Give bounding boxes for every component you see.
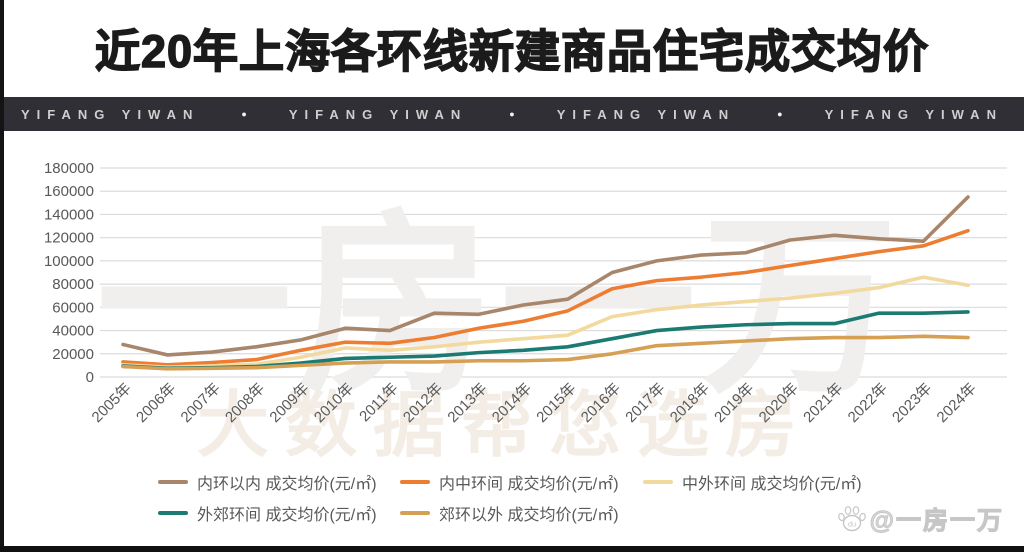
series-line-0 — [121, 195, 970, 357]
plot-watermark: 一房一万 — [96, 197, 904, 416]
bullet-separator-icon: ● — [509, 109, 515, 119]
legend-item-mid-outer-ring: 中外环间 成交均价(元/㎡) — [643, 471, 862, 493]
series-line-4 — [121, 334, 970, 371]
legend-label: 外郊环间 成交均价(元/㎡) — [197, 507, 377, 524]
legend-swatch-icon — [400, 480, 430, 484]
credit-handle: @一房一万 — [869, 507, 1004, 536]
y-axis-tick-label: 120000 — [44, 230, 94, 247]
y-axis-tick-label: 140000 — [44, 206, 94, 223]
x-axis-tick-label: 2024年 — [934, 380, 980, 426]
legend-swatch-icon — [158, 480, 188, 484]
series-line-2 — [121, 275, 970, 369]
svg-text:du: du — [847, 520, 855, 529]
legend-swatch-icon — [158, 511, 188, 515]
y-axis-tick-label: 40000 — [52, 323, 94, 340]
legend-swatch-icon — [400, 511, 430, 515]
legend-item-beyond-suburb-ring: 郊环以外 成交均价(元/㎡) — [400, 502, 619, 524]
brand-text: YIFANG YIWAN — [824, 106, 1003, 122]
y-axis-tick-label: 0 — [86, 369, 94, 386]
axis-watermark: 大数据帮您选房 — [197, 386, 813, 466]
legend-swatch-icon — [643, 480, 673, 484]
y-axis-tick-label: 60000 — [52, 299, 94, 316]
legend-label: 内中环间 成交均价(元/㎡) — [439, 476, 619, 493]
page-title: 近20年上海各环线新建商品住宅成交均价 — [94, 25, 930, 78]
brand-text: YIFANG YIWAN — [556, 106, 736, 122]
credit-watermark: du @一房一万 — [837, 501, 1004, 537]
y-axis-tick-label: 100000 — [44, 253, 94, 270]
legend-label: 郊环以外 成交均价(元/㎡) — [439, 507, 619, 524]
baidu-paw-icon: du — [837, 506, 866, 532]
legend-label: 中外环间 成交均价(元/㎡) — [682, 476, 862, 493]
legend-item-inner-ring: 内环以内 成交均价(元/㎡) — [158, 471, 377, 493]
frame-bottom-edge — [0, 546, 1024, 552]
legend-item-inner-mid-ring: 内中环间 成交均价(元/㎡) — [400, 471, 619, 493]
y-axis-tick-label: 180000 — [44, 160, 94, 177]
frame-left-edge — [0, 0, 4, 552]
brand-banner: YIFANG YIWAN ● YIFANG YIWAN ● YIFANG YIW… — [0, 97, 1024, 131]
y-axis-tick-label: 20000 — [52, 346, 94, 363]
y-axis-tick-label: 160000 — [44, 183, 94, 200]
legend-item-outer-suburb-ring: 外郊环间 成交均价(元/㎡) — [158, 502, 377, 524]
bullet-separator-icon: ● — [241, 109, 247, 119]
bullet-separator-icon: ● — [777, 109, 783, 119]
brand-text: YIFANG YIWAN — [288, 106, 468, 122]
price-trend-line-chart: 0 20000 40000 60000 80000 100000 120000 140000 1… — [44, 160, 1007, 466]
brand-text: YIFANG YIWAN — [21, 106, 200, 122]
series-line-1 — [121, 228, 970, 367]
y-axis-tick-label: 80000 — [52, 276, 94, 293]
legend-label: 内环以内 成交均价(元/㎡) — [197, 476, 377, 493]
